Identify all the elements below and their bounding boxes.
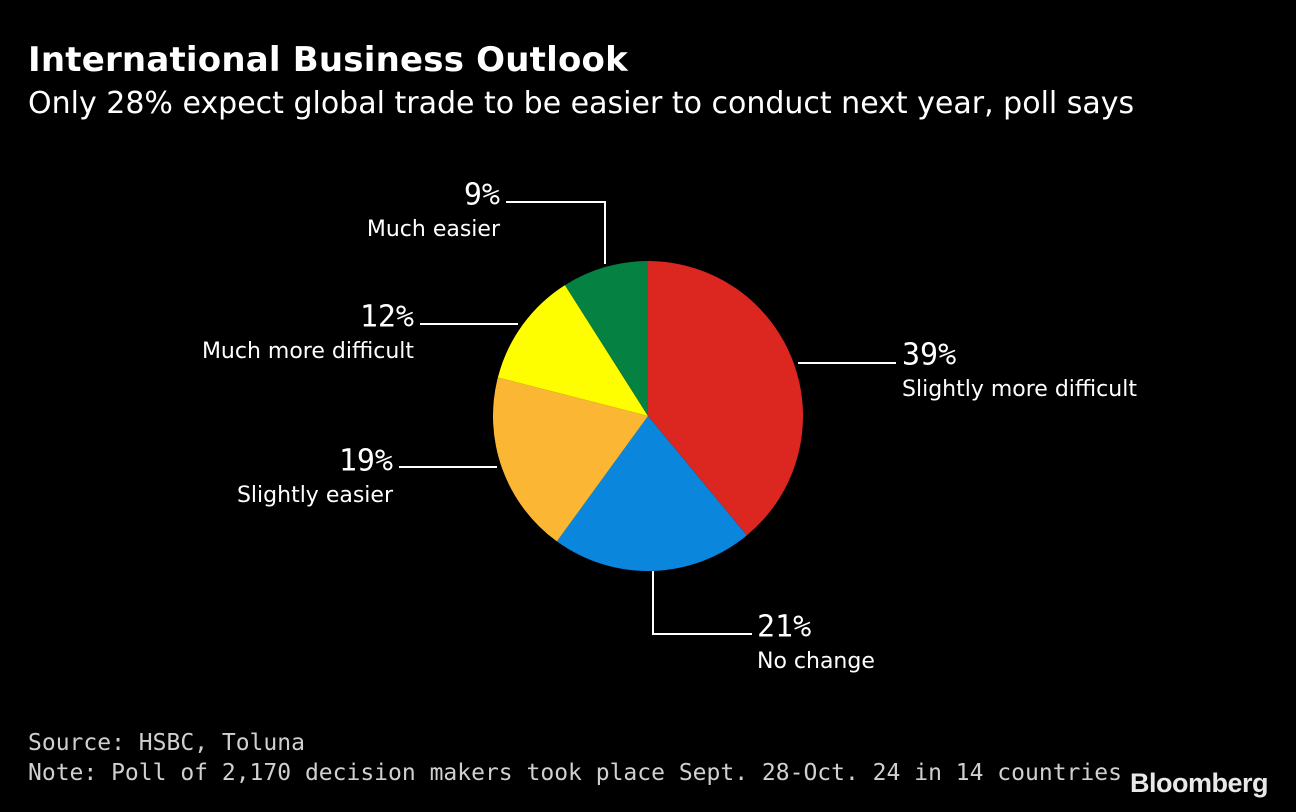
pie-slice-slightly-easier xyxy=(492,377,648,542)
data-label-category-much-more-difficult: Much more difficult xyxy=(202,339,414,364)
pie-slice-no-change xyxy=(556,416,747,572)
data-label-category-slightly-easier: Slightly easier xyxy=(237,483,394,508)
data-label-value-slightly-easier: 19% xyxy=(339,444,393,479)
data-label-category-no-change: No change xyxy=(757,649,875,674)
data-label-category-much-easier: Much easier xyxy=(367,217,501,242)
leader-line-no-change xyxy=(652,571,752,635)
data-label-value-slightly-more-difficult: 39% xyxy=(902,338,956,373)
data-label-value-much-more-difficult: 12% xyxy=(360,300,414,335)
pie-slice-slightly-more-difficult xyxy=(648,261,803,536)
data-label-value-no-change: 21% xyxy=(757,610,811,645)
chart-subtitle: Only 28% expect global trade to be easie… xyxy=(28,86,1135,121)
data-label-category-slightly-more-difficult: Slightly more difficult xyxy=(902,377,1137,402)
pie-slice-much-more-difficult xyxy=(497,285,648,416)
bloomberg-logo: Bloomberg xyxy=(1129,768,1269,798)
source-note: Source: HSBC, Toluna xyxy=(28,730,305,756)
chart-title: International Business Outlook xyxy=(28,40,628,80)
pie-slice-much-easier xyxy=(564,261,648,416)
leader-line-much-easier xyxy=(506,201,606,264)
data-label-value-much-easier: 9% xyxy=(464,178,500,213)
footnote: Note: Poll of 2,170 decision makers took… xyxy=(28,760,1122,786)
